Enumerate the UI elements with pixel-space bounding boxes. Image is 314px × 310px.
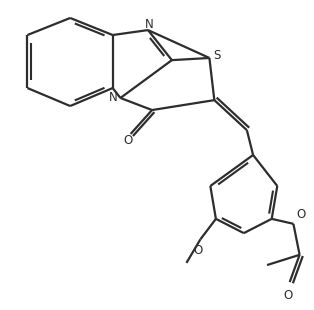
Text: O: O — [296, 208, 305, 221]
Text: O: O — [284, 289, 293, 302]
Text: O: O — [123, 134, 133, 147]
Text: O: O — [193, 244, 203, 257]
Text: S: S — [214, 49, 221, 62]
Text: N: N — [109, 91, 118, 104]
Text: N: N — [145, 18, 154, 31]
